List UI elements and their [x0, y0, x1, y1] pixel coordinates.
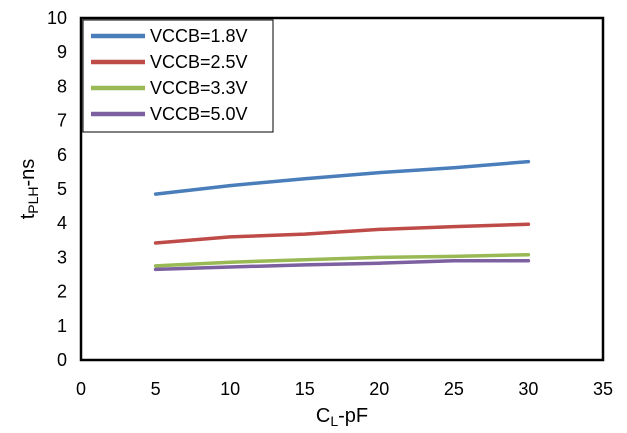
x-axis-label: CL-pF [316, 405, 368, 429]
x-tick-label: 15 [295, 379, 315, 399]
series-line [153, 252, 531, 268]
x-tick-label: 30 [518, 379, 538, 399]
x-tick-label: 5 [151, 379, 161, 399]
y-tick-label: 5 [57, 179, 67, 199]
y-tick-label: 9 [57, 42, 67, 62]
y-tick-label: 10 [47, 8, 67, 28]
y-tick-label: 6 [57, 145, 67, 165]
tick-labels: 0 1 2 3 4 5 6 7 8 9 10 0 5 10 15 20 25 30 35 [47, 8, 613, 399]
y-tick-label: 7 [57, 111, 67, 131]
x-axis-label-main: C [316, 405, 330, 427]
legend: VCCB=1.8V VCCB=2.5V VCCB=3.3V VCCB=5.0V [82, 19, 274, 133]
y-axis-label-suffix: -ns [17, 159, 39, 187]
y-tick-label: 1 [57, 316, 67, 336]
series-line [153, 259, 531, 272]
legend-entry-label: VCCB=3.3V [150, 78, 248, 98]
y-tick-label: 4 [57, 213, 67, 233]
y-tick-label: 3 [57, 247, 67, 267]
y-tick-label: 2 [57, 282, 67, 302]
x-tick-label: 0 [76, 379, 86, 399]
legend-entry-label: VCCB=5.0V [150, 104, 248, 124]
legend-entry-label: VCCB=1.8V [150, 26, 248, 46]
y-axis-label: tPLH-ns [17, 159, 41, 220]
x-tick-label: 25 [444, 379, 464, 399]
y-tick-label: 0 [57, 350, 67, 370]
y-tick-label: 8 [57, 76, 67, 96]
x-axis-label-sub: L [330, 413, 338, 429]
legend-entry-label: VCCB=2.5V [150, 52, 248, 72]
x-tick-label: 10 [220, 379, 240, 399]
y-axis-label-sub: PLH [25, 187, 41, 214]
series-line [153, 159, 531, 196]
series-line [153, 222, 531, 245]
x-tick-label: 20 [369, 379, 389, 399]
series-lines [153, 159, 531, 272]
x-tick-label: 35 [593, 379, 613, 399]
x-axis-label-suffix: -pF [338, 405, 368, 427]
plot-area-frame [79, 16, 605, 362]
y-axis-label-main: t [17, 213, 39, 219]
